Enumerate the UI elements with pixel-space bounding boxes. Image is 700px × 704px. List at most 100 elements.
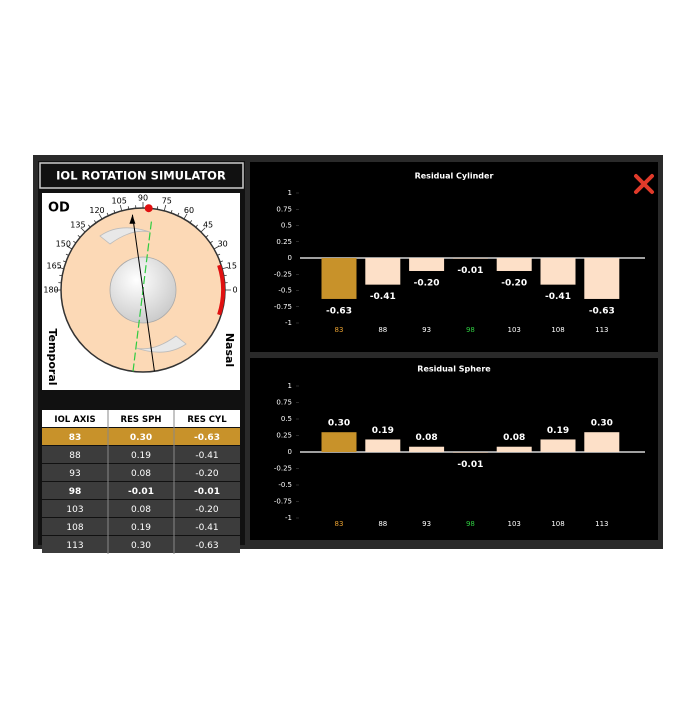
y-tick-label: -0.5 [278,287,292,295]
angle-label: 165 [46,262,61,271]
chart-title: Residual Sphere [417,365,491,374]
y-tick-label: 0.75 [276,399,292,407]
value-label: 0.30 [328,419,350,429]
y-tick-label: -0.25 [274,465,292,473]
table-cell: 0.08 [131,505,151,515]
bar [365,258,400,285]
table-cell: 0.30 [131,541,151,551]
y-tick-label: -0.5 [278,481,292,489]
y-tick-label: 1 [288,382,292,390]
value-label: 0.19 [547,426,569,436]
category-label: 93 [422,520,431,528]
side-label: Temporal [46,328,59,385]
bar [453,258,488,259]
chart-panel [250,162,658,352]
bar [497,447,532,452]
angle-label: 120 [89,206,104,215]
value-label: -0.20 [501,279,527,289]
y-tick-label: 0 [288,254,292,262]
bar [322,258,357,299]
category-label: 108 [551,326,564,334]
table-cell: -0.20 [195,469,219,479]
table-cell: 108 [66,523,83,533]
dial-tick [224,275,227,276]
bar [541,258,576,285]
table-cell: -0.20 [195,505,219,515]
table-cell: 103 [66,505,83,515]
y-tick-label: -0.75 [274,498,292,506]
angle-label: 180 [43,286,58,295]
y-tick-label: -0.75 [274,303,292,311]
side-label: Nasal [223,333,236,367]
value-label: -0.20 [414,279,440,289]
table-cell: -0.63 [194,433,220,443]
angle-label: 60 [184,206,194,215]
column-header: RES CYL [187,415,227,425]
category-label: 88 [378,326,387,334]
category-label: 103 [508,326,521,334]
category-label: 108 [551,520,564,528]
category-label: 83 [335,326,344,334]
y-tick-label: 1 [288,189,292,197]
table-cell: 0.19 [131,451,151,461]
value-label: 0.08 [503,433,525,443]
table-cell: -0.41 [195,451,218,461]
table-cell: 0.19 [131,523,151,533]
category-label: 98 [466,520,475,528]
bar [584,432,619,452]
value-label: 0.19 [372,426,394,436]
y-tick-label: -1 [285,319,292,327]
y-tick-label: 0.25 [276,238,292,246]
table-cell: 113 [66,541,83,551]
bar [497,258,532,271]
angle-label: 105 [112,197,127,206]
table-cell: 83 [69,433,82,443]
y-tick-label: -1 [285,514,292,522]
y-tick-label: 0.5 [281,415,292,423]
category-label: 103 [508,520,521,528]
value-label: 0.30 [591,419,613,429]
bar [322,432,357,452]
value-label: -0.63 [326,306,352,316]
category-label: 83 [335,520,344,528]
bar [409,447,444,452]
value-label: 0.08 [415,433,437,443]
category-label: 113 [595,520,608,528]
angle-label: 0 [232,286,237,295]
app-title: IOL ROTATION SIMULATOR [56,169,226,183]
eye-label: OD [48,201,70,216]
y-tick-label: 0 [288,448,292,456]
angle-label: 15 [227,262,237,271]
table-cell: 0.30 [130,433,152,443]
table-cell: -0.01 [194,487,220,497]
bar [541,439,576,452]
bar [584,258,619,299]
value-label: -0.41 [545,292,571,302]
table-cell: -0.63 [195,541,218,551]
category-label: 88 [378,520,387,528]
table-cell: -0.01 [128,487,154,497]
table-cell: -0.41 [195,523,218,533]
y-tick-label: -0.25 [274,270,292,278]
y-tick-label: 0.25 [276,432,292,440]
column-header: IOL AXIS [54,415,95,425]
bar [365,439,400,452]
table-cell: 98 [69,487,82,497]
y-tick-label: 0.75 [276,205,292,213]
y-tick-label: 0.5 [281,222,292,230]
value-label: -0.41 [370,292,396,302]
angle-label: 135 [70,220,85,229]
red-marker [145,204,153,212]
table-cell: 88 [69,451,81,461]
bar [409,258,444,271]
dial-tick [128,206,129,209]
dial-tick [157,206,158,209]
category-label: 93 [422,326,431,334]
value-label: -0.63 [589,306,615,316]
category-label: 98 [466,326,475,334]
table-cell: 93 [69,469,80,479]
angle-label: 30 [218,240,228,249]
category-label: 113 [595,326,608,334]
